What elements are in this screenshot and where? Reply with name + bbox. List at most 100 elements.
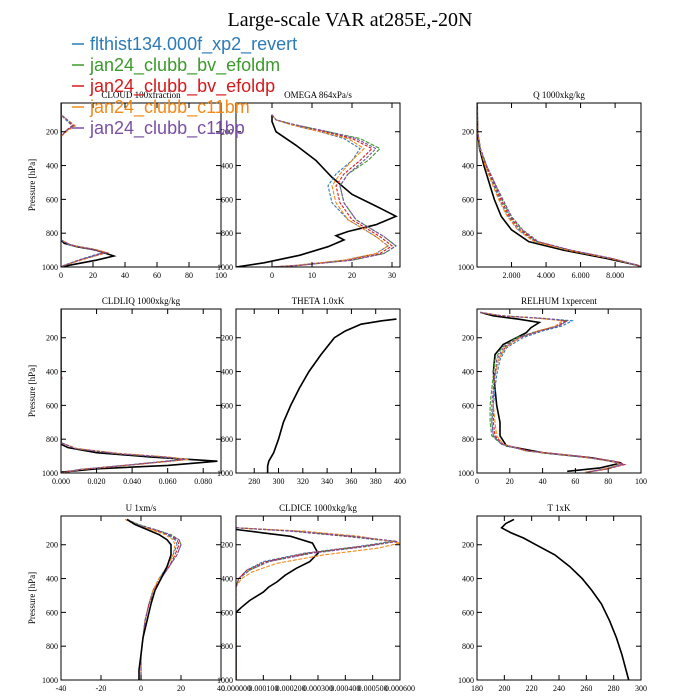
x-tick-label: 380 bbox=[370, 477, 382, 486]
panel-title: CLDICE 1000xkg/kg bbox=[279, 503, 357, 513]
y-tick-label: 200 bbox=[221, 541, 233, 550]
series-line bbox=[271, 114, 389, 267]
series-group bbox=[266, 318, 397, 473]
x-tick-label: 240 bbox=[553, 684, 565, 693]
x-tick-label: 20 bbox=[348, 271, 356, 280]
series-line bbox=[236, 527, 400, 680]
plot-frame bbox=[476, 515, 642, 681]
y-tick-label: 800 bbox=[221, 435, 233, 444]
y-tick-label: 600 bbox=[221, 195, 233, 204]
series-group bbox=[124, 518, 182, 680]
series-line bbox=[236, 527, 395, 680]
series-group bbox=[61, 309, 218, 473]
y-tick-label: 800 bbox=[46, 642, 58, 651]
y-tick-label: 200 bbox=[221, 128, 233, 137]
y-tick-label: 1000 bbox=[458, 469, 474, 478]
panel-4: 0.000 0.020 0.040 0.060 0.080 200 400 600 800 100… bbox=[27, 296, 222, 486]
y-tick-label: 200 bbox=[221, 334, 233, 343]
series-group bbox=[480, 311, 627, 473]
series-line bbox=[266, 318, 397, 473]
x-tick-label: 60 bbox=[153, 271, 161, 280]
series-line bbox=[480, 311, 625, 473]
series-line bbox=[236, 528, 319, 680]
y-axis-label: Pressure [hPa] bbox=[27, 159, 37, 211]
y-tick-label: 600 bbox=[462, 401, 474, 410]
x-tick-label: 320 bbox=[297, 477, 309, 486]
legend-entry: jan24_clubb_bv_efoldm bbox=[72, 55, 280, 76]
plot-frame bbox=[235, 515, 401, 681]
x-tick-label: 400 bbox=[394, 477, 406, 486]
series-line bbox=[267, 318, 397, 473]
series-line bbox=[500, 518, 630, 680]
series-line bbox=[236, 527, 392, 680]
series-line bbox=[126, 518, 172, 680]
y-tick-label: 1000 bbox=[42, 469, 58, 478]
series-line bbox=[61, 309, 186, 473]
series-line bbox=[61, 103, 117, 267]
x-tick-label: 300 bbox=[635, 684, 647, 693]
y-tick-label: 600 bbox=[221, 401, 233, 410]
series-line bbox=[271, 114, 397, 267]
series-line bbox=[500, 518, 630, 680]
y-tick-label: 600 bbox=[221, 608, 233, 617]
y-tick-label: 600 bbox=[46, 401, 58, 410]
legend-label: jan24_clubb_c11bm bbox=[89, 97, 250, 118]
y-tick-label: 400 bbox=[221, 162, 233, 171]
plot-frame bbox=[235, 102, 401, 268]
x-tick-label: 0.000300 bbox=[303, 684, 333, 693]
legend: flthist134.000f_xp2_revertjan24_clubb_bv… bbox=[72, 34, 297, 139]
series-line bbox=[61, 103, 108, 267]
panel-2: 0 10 20 30 200 400 600 800 1000 OMEGA 864xPa/s bbox=[217, 90, 401, 280]
x-tick-label: 0 bbox=[475, 477, 479, 486]
x-tick-label: 200 bbox=[498, 684, 510, 693]
y-tick-label: 200 bbox=[46, 128, 58, 137]
series-line bbox=[61, 309, 182, 473]
plot-frame bbox=[60, 308, 222, 474]
x-tick-label: 0.000200 bbox=[276, 684, 306, 693]
series-line bbox=[126, 518, 182, 680]
y-axis-label: Pressure [hPa] bbox=[27, 365, 37, 417]
x-tick-label: 20 bbox=[89, 271, 97, 280]
y-tick-label: 200 bbox=[46, 334, 58, 343]
y-tick-label: 600 bbox=[46, 195, 58, 204]
x-tick-label: 4.000 bbox=[537, 271, 555, 280]
series-line bbox=[124, 518, 176, 680]
x-tick-label: 360 bbox=[345, 477, 357, 486]
legend-entry: flthist134.000f_xp2_revert bbox=[72, 34, 297, 55]
panel-7: -40 -20 0 20 40 200 400 600 800 1000 U 1xm/s Pressu… bbox=[27, 503, 225, 693]
x-tick-label: 20 bbox=[177, 684, 185, 693]
series-line bbox=[267, 318, 397, 473]
y-tick-label: 600 bbox=[462, 608, 474, 617]
legend-label: jan24_clubb_bv_efoldp bbox=[89, 76, 275, 97]
x-tick-label: 0 bbox=[270, 271, 274, 280]
y-tick-label: 800 bbox=[46, 435, 58, 444]
y-axis-label: Pressure [hPa] bbox=[27, 572, 37, 624]
x-tick-label: 100 bbox=[635, 477, 647, 486]
x-tick-label: -20 bbox=[96, 684, 107, 693]
series-group bbox=[236, 114, 398, 267]
series-line bbox=[477, 103, 641, 267]
x-tick-label: 80 bbox=[604, 477, 612, 486]
series-group bbox=[500, 518, 630, 680]
x-tick-label: 0.000100 bbox=[248, 684, 278, 693]
x-tick-label: 40 bbox=[539, 477, 547, 486]
series-line bbox=[480, 311, 625, 473]
series-line bbox=[477, 103, 641, 267]
y-tick-label: 800 bbox=[462, 229, 474, 238]
y-tick-label: 600 bbox=[462, 195, 474, 204]
series-line bbox=[267, 318, 397, 473]
series-line bbox=[480, 311, 627, 473]
series-line bbox=[477, 103, 641, 267]
x-tick-label: 180 bbox=[471, 684, 483, 693]
x-tick-label: 100 bbox=[215, 271, 227, 280]
y-tick-label: 400 bbox=[221, 368, 233, 377]
series-line bbox=[477, 103, 641, 267]
legend-entry: jan24_clubb_bv_efoldp bbox=[72, 76, 275, 97]
panel-6: 0 20 40 60 80 100 200 400 600 800 1000 RELHUM 1xper… bbox=[458, 296, 647, 486]
y-tick-label: 200 bbox=[462, 541, 474, 550]
panel-title: T 1xK bbox=[547, 503, 571, 513]
panel-title: THETA 1.0xK bbox=[292, 296, 345, 306]
legend-label: flthist134.000f_xp2_revert bbox=[90, 34, 297, 55]
panel-5: 280 300 320 340 360 380 400 200 400 600 800 1000 THE… bbox=[217, 296, 406, 486]
